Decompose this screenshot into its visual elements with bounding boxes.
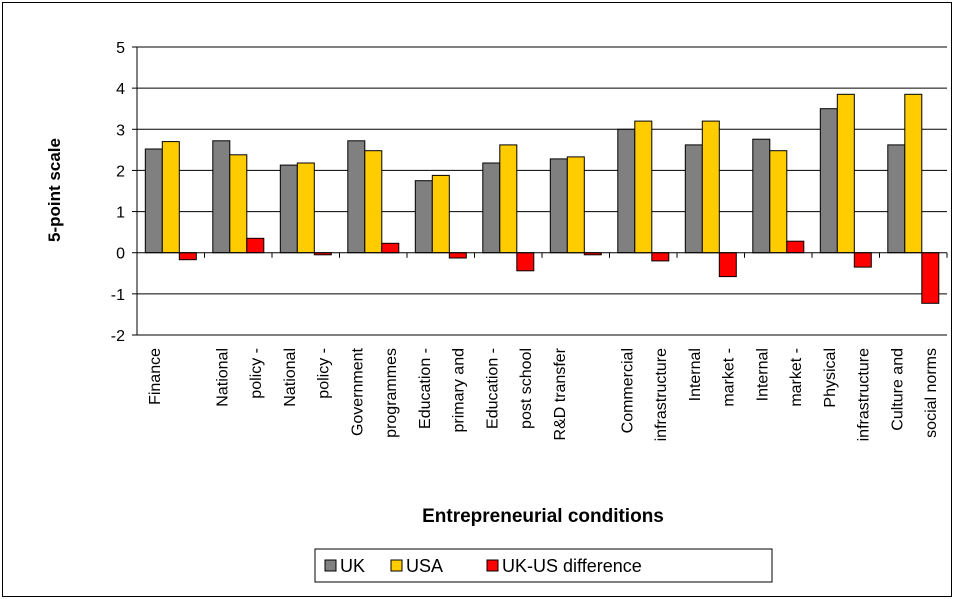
x-category-label: Culture and <box>889 348 906 431</box>
bar-uk <box>347 140 366 254</box>
bar-usa <box>701 120 720 254</box>
bar-uk-us-difference <box>853 252 872 268</box>
bar-usa <box>769 150 788 254</box>
bar-uk-us-difference <box>516 252 535 272</box>
bar-uk <box>684 144 703 254</box>
legend-label: USA <box>406 556 443 576</box>
bar-uk <box>819 108 838 254</box>
y-tick-label: 4 <box>116 81 125 98</box>
bar-uk <box>887 144 906 254</box>
x-category-label: National <box>214 348 231 407</box>
y-tick-label: 0 <box>116 246 125 263</box>
x-category-label: Physical <box>822 348 839 408</box>
bars <box>144 93 940 304</box>
legend: UK USA UK-US difference <box>314 548 773 583</box>
y-tick-label: 3 <box>116 122 125 139</box>
x-axis-title: Entrepreneurial conditions <box>422 506 664 527</box>
x-category-label: National <box>282 348 299 407</box>
legend-swatch <box>390 559 403 572</box>
bar-uk-us-difference <box>178 252 197 261</box>
y-axis-title: 5-point scale <box>45 138 64 242</box>
bar-uk <box>549 158 568 254</box>
y-tick-label: 5 <box>116 40 125 57</box>
legend-swatch <box>486 559 499 572</box>
y-tick-labels: 5 4 3 2 1 0 -1 -2 <box>111 40 125 345</box>
bar-uk <box>414 180 433 254</box>
x-category-label: Education - <box>484 348 501 429</box>
x-category-label: Internal <box>754 348 771 401</box>
bar-usa <box>904 93 923 254</box>
x-category-label: Finance <box>147 348 164 405</box>
x-category-label: infrastructure <box>856 348 873 441</box>
x-category-label: Internal <box>687 348 704 401</box>
x-category-label: programmes <box>383 348 400 438</box>
bar-uk <box>482 162 501 254</box>
x-category-label: R&D transfer <box>552 347 569 440</box>
bar-uk <box>752 138 771 254</box>
bar-usa <box>431 174 450 254</box>
x-category-labels: Finance National policy - National policy - G… <box>147 347 940 441</box>
x-category-label: social norms <box>923 348 940 438</box>
x-category-label: policy - <box>248 348 265 399</box>
x-category-label: Education - <box>417 348 434 429</box>
y-tick-label: -2 <box>111 328 125 345</box>
bar-uk <box>144 148 163 254</box>
bar-uk-us-difference <box>381 242 400 254</box>
legend-label: UK <box>340 556 365 576</box>
x-category-label: Commercial <box>619 348 636 433</box>
bar-uk-us-difference <box>651 252 670 262</box>
x-category-label: market - <box>788 348 805 407</box>
x-category-label: infrastructure <box>653 348 670 441</box>
bar-uk-us-difference <box>448 252 467 259</box>
gridlines <box>137 46 947 336</box>
bar-usa <box>836 93 855 254</box>
y-tick-label: -1 <box>111 287 125 304</box>
x-category-label: market - <box>721 348 738 407</box>
bar-uk-us-difference <box>246 237 265 254</box>
bar-usa <box>566 156 585 254</box>
axes <box>132 46 948 336</box>
bar-usa <box>499 144 518 254</box>
bar-usa <box>161 141 180 254</box>
y-tick-label: 2 <box>116 163 125 180</box>
bar-uk <box>279 164 298 254</box>
x-category-label: primary and <box>451 348 468 432</box>
bar-usa <box>229 154 248 254</box>
legend-label: UK-US difference <box>502 556 642 576</box>
bar-usa <box>634 120 653 254</box>
bar-uk <box>212 140 231 254</box>
x-category-label: policy - <box>316 348 333 399</box>
legend-swatch <box>324 559 337 572</box>
x-category-label: post school <box>518 348 535 429</box>
bar-uk-us-difference <box>921 252 940 304</box>
bar-usa <box>364 150 383 254</box>
bar-usa <box>296 162 315 254</box>
bar-uk <box>617 128 636 254</box>
bar-uk-us-difference <box>786 240 805 254</box>
bar-uk-us-difference <box>718 252 737 278</box>
x-category-label: Government <box>349 347 366 436</box>
y-tick-label: 1 <box>116 205 125 222</box>
